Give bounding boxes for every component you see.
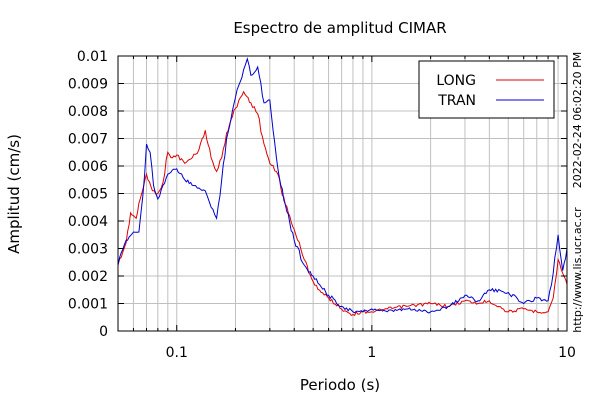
y-tick-label: 0 (99, 324, 108, 340)
y-tick-label: 0.001 (68, 297, 108, 313)
y-tick-label: 0.005 (68, 187, 108, 203)
y-tick-label: 0.006 (68, 159, 108, 175)
grid (118, 56, 567, 331)
y-tick-label: 0.007 (68, 132, 108, 148)
url-annotation: http://www.lis.ucr.ac.cr (571, 207, 584, 333)
legend-box (418, 60, 555, 119)
y-tick-label: 0.004 (68, 214, 108, 230)
timestamp-annotation: 2022-02-24 06:02:20 PM (571, 52, 584, 188)
y-tick-label: 0.003 (68, 242, 108, 258)
y-axis-label: Amplitud (cm/s) (5, 134, 23, 254)
x-tick-label: 10 (558, 345, 576, 361)
plot-area (117, 57, 568, 317)
y-tick-label: 0.008 (68, 104, 108, 120)
x-tick-label: 0.1 (166, 345, 188, 361)
y-tick-label: 0.01 (77, 49, 108, 65)
legend-label-long: LONG (436, 73, 476, 89)
plot-frame (117, 55, 568, 332)
axes: 0 0.001 0.002 0.003 0.004 0.005 0.006 0.007 0.00… (68, 49, 576, 361)
series-line-tran (117, 57, 568, 314)
legend: LONG TRAN (418, 60, 555, 119)
y-tick-label: 0.009 (68, 77, 108, 93)
chart-title: Espectro de amplitud CIMAR (233, 19, 446, 37)
x-tick-label: 1 (367, 345, 376, 361)
x-axis-label: Periodo (s) (300, 376, 380, 394)
legend-label-tran: TRAN (437, 93, 476, 109)
series-line-long (117, 90, 568, 317)
y-tick-label: 0.002 (68, 269, 108, 285)
